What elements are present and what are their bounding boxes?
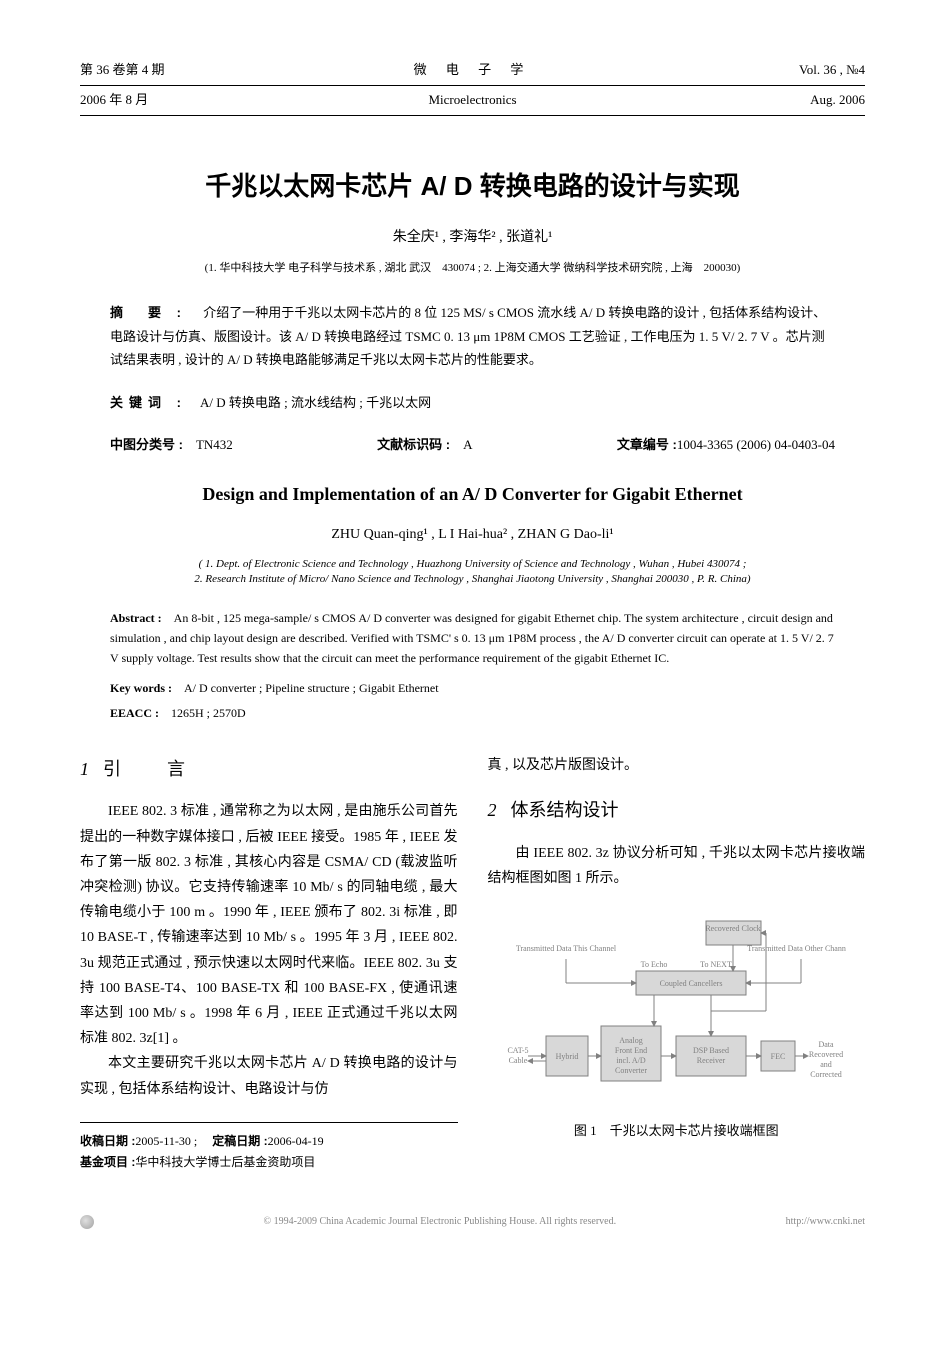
eeacc: EEACC : 1265H ; 2570D [110,704,835,723]
svg-text:Corrected: Corrected [810,1070,842,1079]
fig-label-tx-other: Transmitted Data Other Channels [748,944,847,953]
keywords-cn-text: A/ D 转换电路 ; 流水线结构 ; 千兆以太网 [187,395,431,410]
right-column: 真 , 以及芯片版图设计。 2 体系结构设计 由 IEEE 802. 3z 协议分… [488,753,866,1174]
abstract-cn: 摘 要 : 介绍了一种用于千兆以太网卡芯片的 8 位 125 MS/ s CMO… [110,301,835,371]
svg-text:Receiver: Receiver [697,1056,726,1065]
para-2: 本文主要研究千兆以太网卡芯片 A/ D 转换电路的设计与实现 , 包括体系结构设… [80,1051,458,1101]
fund-text: 华中科技大学博士后基金资助项目 [135,1155,315,1169]
header-top-row: 第 36 卷第 4 期 微 电 子 学 Vol. 36 , №4 [80,60,865,85]
para-3: 由 IEEE 802. 3z 协议分析可知 , 千兆以太网卡芯片接收端结构框图如… [488,841,866,891]
para-right-intro: 真 , 以及芯片版图设计。 [488,753,866,778]
keywords-en-label: Key words : [110,681,172,695]
figure-1-svg: Recovered Clock Coupled Cancellers To Ec… [506,911,846,1111]
svg-text:Data: Data [819,1040,835,1049]
section-1-title: 引 言 [103,759,199,779]
eeacc-text: 1265H ; 2570D [159,706,246,720]
svg-text:Front End: Front End [615,1046,647,1055]
final-date-label: 定稿日期 : [200,1134,267,1148]
svg-text:incl. A/D: incl. A/D [617,1056,647,1065]
abstract-cn-text: 介绍了一种用于千兆以太网卡芯片的 8 位 125 MS/ s CMOS 流水线 … [110,305,826,367]
svg-text:DSP Based: DSP Based [693,1046,729,1055]
svg-text:Recovered: Recovered [809,1050,843,1059]
fig-label-next: To NEXT [700,960,732,969]
artno-text: 1004-3365 (2006) 04-0403-04 [677,437,835,452]
clc-label: 中图分类号 : [110,437,183,452]
body-columns: 1 引 言 IEEE 802. 3 标准 , 通常称之为以太网 , 是由施乐公司首… [80,753,865,1174]
header-bottom-row: 2006 年 8 月 Microelectronics Aug. 2006 [80,90,865,115]
section-2-title: 体系结构设计 [511,800,619,820]
paper-title-cn: 千兆以太网卡芯片 A/ D 转换电路的设计与实现 [80,166,865,208]
fig-label-echo: To Echo [641,960,668,969]
header-journal-en: Microelectronics [280,90,665,111]
abstract-en-text: An 8-bit , 125 mega-sample/ s CMOS A/ D … [110,611,834,666]
keywords-en-text: A/ D converter ; Pipeline structure ; Gi… [172,681,439,695]
header-date-en: Aug. 2006 [665,90,865,111]
svg-text:Analog: Analog [619,1036,643,1045]
recv-date: 2005-11-30 ; [135,1134,197,1148]
fig-label-tx-this: Transmitted Data This Channel [516,944,617,953]
paper-title-en: Design and Implementation of an A/ D Con… [80,480,865,509]
eeacc-label: EEACC : [110,706,159,720]
header-date-cn: 2006 年 8 月 [80,90,280,111]
header-volume-en: Vol. 36 , №4 [665,60,865,81]
figure-1: Recovered Clock Coupled Cancellers To Ec… [488,911,866,1142]
section-2-heading: 2 体系结构设计 [488,794,866,826]
svg-text:Converter: Converter [615,1066,647,1075]
cnki-url: http://www.cnki.net [786,1214,865,1230]
section-1-heading: 1 引 言 [80,753,458,785]
doccode-text: A [450,437,472,452]
affiliation-en-1: ( 1. Dept. of Electronic Science and Tec… [80,557,865,572]
footer-meta: 收稿日期 :2005-11-30 ; 定稿日期 :2006-04-19 基金项目… [80,1122,458,1174]
header-rule-2 [80,115,865,116]
svg-text:Cable: Cable [509,1056,528,1065]
figure-1-caption: 图 1 千兆以太网卡芯片接收端框图 [488,1119,866,1142]
final-date: 2006-04-19 [268,1134,324,1148]
disc-icon [80,1215,94,1229]
header-volume-cn: 第 36 卷第 4 期 [80,60,280,81]
para-1: IEEE 802. 3 标准 , 通常称之为以太网 , 是由施乐公司首先提出的一… [80,799,458,1051]
section-1-num: 1 [80,759,89,779]
svg-text:CAT-5: CAT-5 [508,1046,529,1055]
recv-date-label: 收稿日期 : [80,1134,135,1148]
keywords-cn-label: 关键词 : [110,395,187,410]
doccode-label: 文献标识码 : [377,437,450,452]
left-column: 1 引 言 IEEE 802. 3 标准 , 通常称之为以太网 , 是由施乐公司首… [80,753,458,1174]
affiliation-en: ( 1. Dept. of Electronic Science and Tec… [80,557,865,588]
svg-text:and: and [820,1060,832,1069]
artno-label: 文章编号 : [617,437,677,452]
header-journal-cn: 微 电 子 学 [280,60,665,81]
copyright-text: © 1994-2009 China Academic Journal Elect… [264,1214,617,1230]
fig-label-cancellers: Coupled Cancellers [660,979,723,988]
fig-label-fec: FEC [771,1052,786,1061]
keywords-cn: 关键词 : A/ D 转换电路 ; 流水线结构 ; 千兆以太网 [110,391,835,414]
fig-label-hybrid: Hybrid [556,1052,579,1061]
clc-text: TN432 [183,437,233,452]
authors-en: ZHU Quan-qing¹ , L I Hai-hua² , ZHAN G D… [80,524,865,546]
fund-label: 基金项目 : [80,1155,135,1169]
classification-row: 中图分类号 : TN432 文献标识码 : A 文章编号 :1004-3365 … [110,435,835,456]
affiliation-en-2: 2. Research Institute of Micro/ Nano Sci… [80,572,865,587]
keywords-en: Key words : A/ D converter ; Pipeline st… [110,679,835,698]
section-2-num: 2 [488,800,497,820]
authors-cn: 朱全庆¹ , 李海华² , 张道礼¹ [80,227,865,249]
abstract-cn-label: 摘 要 : [110,305,187,320]
fig-label-clock: Recovered Clock [706,924,761,933]
abstract-en-label: Abstract : [110,611,162,625]
affiliation-cn: (1. 华中科技大学 电子科学与技术系 , 湖北 武汉 430074 ; 2. … [80,260,865,278]
header-rule-1 [80,85,865,86]
bottom-copyright-row: © 1994-2009 China Academic Journal Elect… [80,1214,865,1230]
abstract-en: Abstract : An 8-bit , 125 mega-sample/ s… [110,608,835,669]
